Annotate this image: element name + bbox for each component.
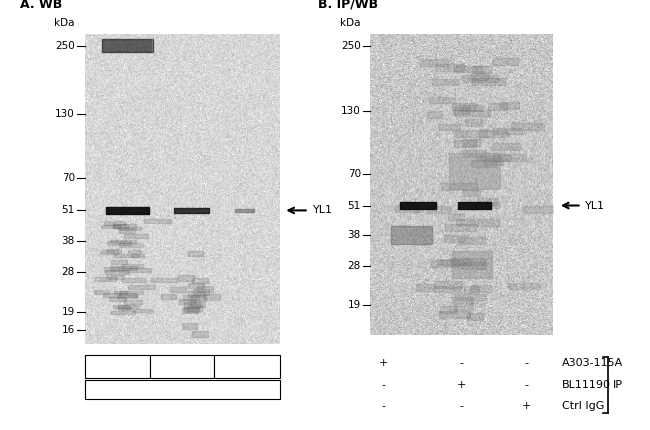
Text: 70: 70 (348, 169, 361, 179)
Text: 28: 28 (62, 267, 75, 277)
Text: 250: 250 (55, 41, 75, 51)
Text: +: + (457, 380, 466, 390)
Text: IP: IP (613, 380, 623, 390)
Text: Ctrl IgG: Ctrl IgG (562, 401, 604, 412)
Text: kDa: kDa (54, 18, 75, 28)
Text: 15: 15 (175, 362, 189, 372)
Text: YL1: YL1 (585, 200, 605, 211)
Text: 28: 28 (348, 261, 361, 271)
Text: 130: 130 (55, 109, 75, 119)
Text: -: - (525, 358, 528, 369)
Text: -: - (382, 380, 385, 390)
Text: +: + (522, 401, 531, 412)
Text: 51: 51 (62, 206, 75, 215)
Text: A303-115A: A303-115A (562, 358, 623, 369)
Text: 70: 70 (62, 173, 75, 183)
Text: +: + (379, 358, 388, 369)
Text: B. IP/WB: B. IP/WB (318, 0, 378, 11)
Text: 130: 130 (341, 107, 361, 117)
Text: 19: 19 (348, 300, 361, 310)
Text: 250: 250 (341, 41, 361, 51)
Text: YL1: YL1 (313, 206, 333, 215)
Text: kDa: kDa (340, 18, 361, 28)
Text: 5: 5 (244, 362, 250, 372)
Text: BL11190: BL11190 (562, 380, 611, 390)
Text: -: - (460, 401, 463, 412)
Text: -: - (460, 358, 463, 369)
Text: 38: 38 (348, 230, 361, 240)
Text: 51: 51 (348, 200, 361, 211)
Text: 50: 50 (110, 362, 124, 372)
Text: A. WB: A. WB (20, 0, 62, 11)
Text: -: - (382, 401, 385, 412)
Text: HeLa: HeLa (168, 384, 196, 395)
Text: 16: 16 (62, 325, 75, 335)
Text: 19: 19 (62, 307, 75, 317)
Text: -: - (525, 380, 528, 390)
Text: 38: 38 (62, 236, 75, 246)
